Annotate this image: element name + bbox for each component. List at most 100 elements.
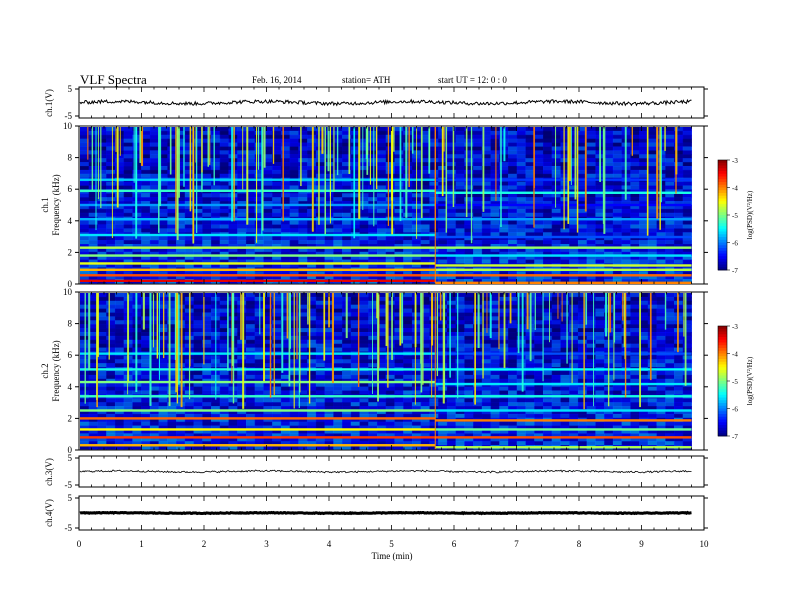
spectrogram-cell — [88, 386, 98, 391]
spectrogram-cell — [167, 308, 177, 313]
spectrogram-cell — [464, 308, 474, 313]
spectrogram-cell — [473, 386, 483, 391]
spectrogram-cell — [272, 127, 282, 132]
spectrogram-cell — [254, 162, 264, 167]
spectrogram-cell — [280, 390, 291, 395]
spectrogram-cell — [280, 343, 291, 349]
spectrogram-cell — [315, 134, 326, 140]
spectrogram-cell — [245, 224, 256, 229]
spectrogram-cell — [446, 205, 457, 210]
spectrogram-cell — [114, 244, 125, 249]
spectrogram-cell — [499, 255, 509, 261]
spectrogram-cell — [612, 363, 623, 368]
spectrogram-cell — [508, 324, 518, 329]
spectrogram-cell — [377, 236, 387, 241]
spectrogram-cell — [193, 134, 203, 140]
spectrogram-cell — [534, 300, 544, 306]
spectrogram-cell — [333, 300, 343, 306]
spectrogram-cell — [534, 339, 544, 345]
spectrogram-cell — [167, 371, 177, 376]
spectrogram-cell — [595, 205, 605, 210]
spectrogram-cell — [298, 228, 308, 233]
spectrogram-cell — [228, 193, 238, 198]
spectrogram-cell — [88, 138, 98, 144]
spectrogram-cell — [184, 402, 195, 407]
spectrogram-cell — [665, 402, 675, 407]
spectrogram-cell — [639, 197, 649, 202]
spectrogram-cell — [577, 335, 588, 341]
spectrogram-cell — [473, 390, 483, 395]
spectrogram-cell — [612, 197, 623, 202]
spectrogram-cell — [569, 316, 579, 321]
spectrogram-cell — [158, 150, 168, 155]
spectrogram-cell — [202, 402, 212, 407]
spectrogram-cell — [560, 347, 570, 352]
spectrogram-cell — [359, 300, 369, 306]
spectrogram-cell — [508, 347, 518, 352]
spectrogram-cell — [377, 308, 387, 313]
spectrogram-cell — [149, 390, 160, 395]
spectrogram-cell — [149, 293, 160, 298]
spectrogram-cell — [516, 296, 527, 302]
spectrogram-cell — [420, 355, 430, 360]
spectrogram-cell — [560, 185, 570, 190]
spectrogram-cell — [534, 197, 544, 202]
spectrogram-cell — [403, 374, 413, 380]
spectrogram-cell — [420, 185, 430, 190]
spectrogram-cell — [184, 173, 195, 179]
spectrogram-cell — [490, 259, 500, 264]
spectrogram-cell — [114, 220, 125, 225]
sferic-streak — [664, 127, 666, 151]
spectrogram-cell — [420, 347, 430, 352]
spectrogram-cell — [141, 251, 151, 257]
spectrogram-cell — [272, 197, 282, 202]
spectrogram-cell — [490, 271, 500, 276]
spectrogram-cell — [446, 138, 457, 144]
spectrogram-cell — [342, 166, 352, 171]
spectrogram-cell — [132, 263, 142, 268]
spectrogram-cell — [394, 208, 404, 214]
spectrogram-cell — [534, 355, 544, 360]
spectrogram-cell — [639, 162, 649, 167]
spectrogram-cell — [315, 355, 326, 360]
spectrogram-cell — [377, 304, 387, 310]
spectrogram-cell — [315, 382, 326, 388]
spectrogram-cell — [586, 300, 596, 306]
spectrogram-cell — [577, 208, 588, 214]
spectrogram-cell — [499, 251, 509, 257]
spectrogram-cell — [630, 339, 640, 345]
spectrogram-cell — [569, 205, 579, 210]
spectrogram-cell — [114, 166, 125, 171]
spectrogram-cell — [473, 127, 483, 132]
spectrogram-cell — [114, 228, 125, 233]
spectrogram-cell — [674, 205, 684, 210]
spectrogram-cell — [403, 154, 413, 159]
spectrogram-cell — [298, 324, 308, 329]
spectrogram-cell — [350, 275, 361, 280]
spectrogram-cell — [464, 374, 474, 380]
spectrogram-cell — [604, 251, 614, 257]
spectrogram-cell — [665, 251, 675, 257]
spectrogram-cell — [219, 201, 230, 206]
spectrogram-cell — [97, 193, 107, 198]
spectrogram-cell — [665, 197, 675, 202]
spectrogram-cell — [560, 150, 570, 155]
spectrogram-cell — [141, 181, 151, 186]
spectrogram-cell — [429, 332, 439, 337]
spectrogram-cell — [158, 390, 168, 395]
spectrogram-cell — [429, 173, 439, 179]
spectrogram-cell — [499, 378, 509, 384]
spectrogram-cell — [411, 304, 422, 310]
spectrogram-cell — [394, 293, 404, 298]
spectrogram-cell — [604, 201, 614, 206]
spectrogram-cell — [473, 240, 483, 245]
spectrogram-cell — [350, 296, 361, 302]
spectrogram-cell — [333, 240, 343, 245]
spectrogram-cell — [368, 127, 378, 132]
spectrogram-cell — [674, 363, 684, 368]
spectrogram-cell — [577, 247, 588, 253]
spectrogram-cell — [455, 212, 465, 218]
spectrogram-cell — [333, 359, 343, 364]
spectrogram-cell — [333, 324, 343, 329]
spectrogram-cell — [280, 275, 291, 280]
